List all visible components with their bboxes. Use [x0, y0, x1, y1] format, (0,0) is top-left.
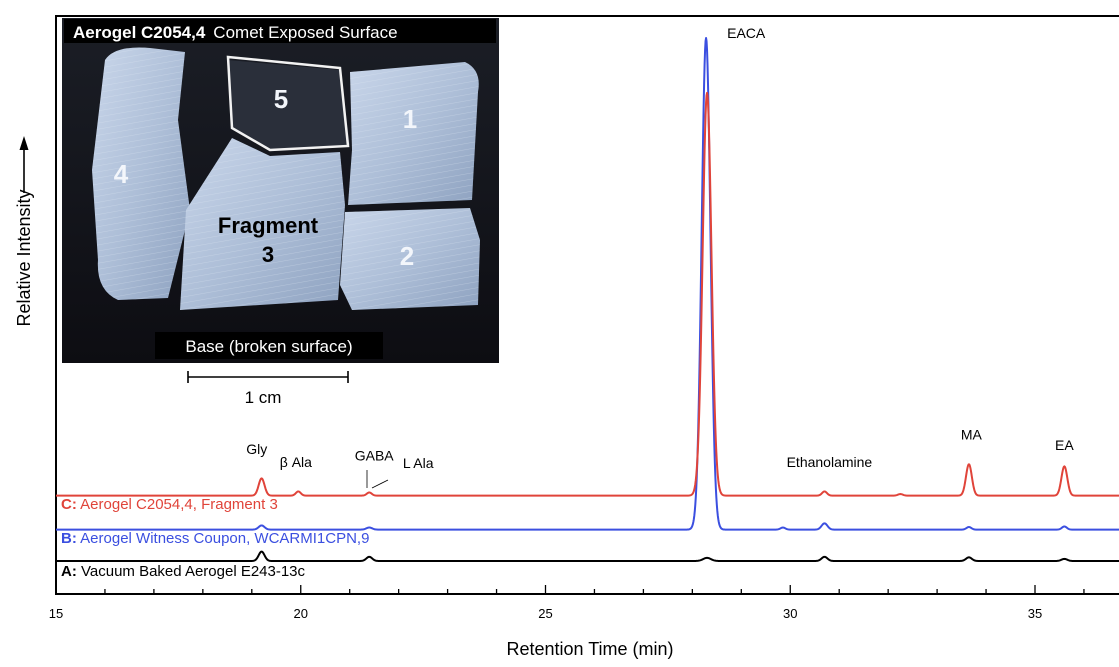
- peak-label: L Ala: [403, 455, 434, 471]
- trace-label-a: A: Vacuum Baked Aerogel E243-13c: [61, 563, 306, 580]
- x-tick-label: 25: [538, 606, 552, 621]
- peak-label: EA: [1055, 437, 1074, 453]
- photo-title-bar: [64, 19, 496, 43]
- scale-bar: [187, 371, 349, 383]
- x-tick-label: 15: [49, 606, 63, 621]
- photo-title-bold: Aerogel C2054,4: [73, 23, 206, 42]
- x-tick-label: 35: [1028, 606, 1042, 621]
- aerogel-photo-inset: Aerogel C2054,4 Comet Exposed Surface Fra…: [62, 18, 499, 363]
- trace-label-c-key: C:: [61, 496, 77, 513]
- fragment-2-number: 2: [400, 241, 414, 271]
- fragment-1-number: 1: [403, 104, 417, 134]
- peak-label: EACA: [727, 25, 766, 41]
- fragment-3-label-line1: Fragment: [218, 213, 319, 238]
- leader-lines: [366, 470, 389, 489]
- x-tick-label: 20: [294, 606, 308, 621]
- base-caption: Base (broken surface): [185, 337, 352, 356]
- trace-b: [56, 37, 1119, 531]
- fragment-5-region: [228, 60, 350, 150]
- peak-label: GABA: [355, 448, 395, 464]
- peak-label: Gly: [246, 441, 267, 457]
- scale-bar-label: 1 cm: [245, 388, 282, 407]
- peak-label: Ethanolamine: [787, 454, 873, 470]
- plot-frame: [55, 15, 1119, 595]
- peak-label: MA: [961, 427, 983, 443]
- photo-title-rest: Comet Exposed Surface: [213, 23, 397, 42]
- trace-label-b-text: Aerogel Witness Coupon, WCARMI1CPN,9: [77, 530, 370, 547]
- x-tick-label: 30: [783, 606, 797, 621]
- l-ala-leader-line: [371, 479, 389, 489]
- y-axis-title: Relative Intensity: [14, 189, 34, 326]
- peak-label: β Ala: [280, 454, 312, 470]
- fragment-5-outline: [226, 55, 350, 152]
- trace-group: [56, 37, 1119, 562]
- trace-label-b-key: B:: [61, 530, 77, 547]
- trace-a: [56, 550, 1119, 562]
- fragment-3-label-line2: 3: [262, 242, 274, 267]
- trace-label-a-key: A:: [61, 563, 77, 580]
- peak-annotations: Gly β Ala GABA L Ala EACA Ethanolamine MA EA: [246, 25, 1074, 471]
- trace-c: [56, 91, 1119, 497]
- trace-label-a-text: Vacuum Baked Aerogel E243-13c: [77, 563, 306, 580]
- trace-label-c-text: Aerogel C2054,4, Fragment 3: [77, 496, 278, 513]
- y-axis-arrow: [19, 136, 29, 193]
- fragment-4-number: 4: [114, 159, 129, 189]
- photo-title: Aerogel C2054,4 Comet Exposed Surface: [73, 23, 398, 42]
- x-axis-title: Retention Time (min): [506, 639, 673, 659]
- base-caption-box: [155, 332, 383, 359]
- trace-label-b: B: Aerogel Witness Coupon, WCARMI1CPN,9: [61, 530, 369, 547]
- fragment-5-number: 5: [274, 84, 288, 114]
- x-axis: 15 20 25 30 35: [49, 585, 1085, 621]
- trace-label-c: C: Aerogel C2054,4, Fragment 3: [61, 496, 278, 513]
